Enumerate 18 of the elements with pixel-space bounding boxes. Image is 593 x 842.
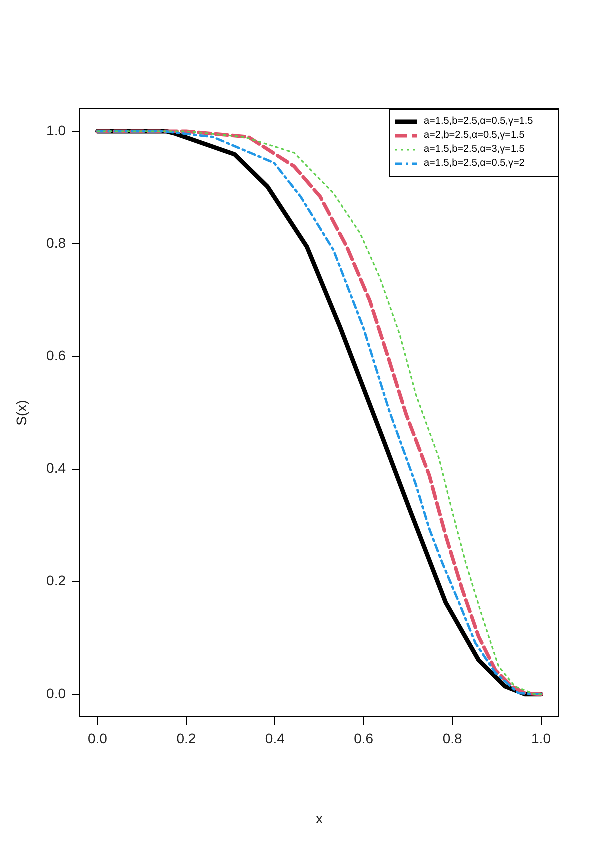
x-tick-label: 0.2 — [176, 730, 196, 746]
legend-label: a=2,b=2.5,α=0.5,γ=1.5 — [424, 129, 525, 143]
y-tick-label: 0.6 — [46, 348, 66, 364]
y-tick-label: 0.4 — [46, 460, 66, 476]
legend-label: a=1.5,b=2.5,α=0.5,γ=1.5 — [424, 115, 534, 129]
y-tick-label: 0.0 — [46, 685, 66, 702]
y-tick-label: 0.8 — [46, 234, 66, 251]
y-axis-title: S(x) — [13, 400, 30, 426]
x-tick-label: 1.0 — [532, 730, 552, 746]
x-tick-label: 0.8 — [442, 730, 462, 746]
y-tick-label: 1.0 — [46, 122, 66, 138]
legend-label: a=1.5,b=2.5,α=0.5,γ=2 — [424, 157, 525, 171]
x-tick-label: 0.0 — [88, 730, 108, 746]
x-axis-title: x — [316, 810, 323, 826]
x-tick-label: 0.6 — [354, 730, 374, 746]
legend-label: a=1.5,b=2.5,α=3,γ=1.5 — [424, 143, 525, 157]
y-tick-label: 0.2 — [46, 572, 66, 589]
x-tick-label: 0.4 — [265, 730, 286, 746]
